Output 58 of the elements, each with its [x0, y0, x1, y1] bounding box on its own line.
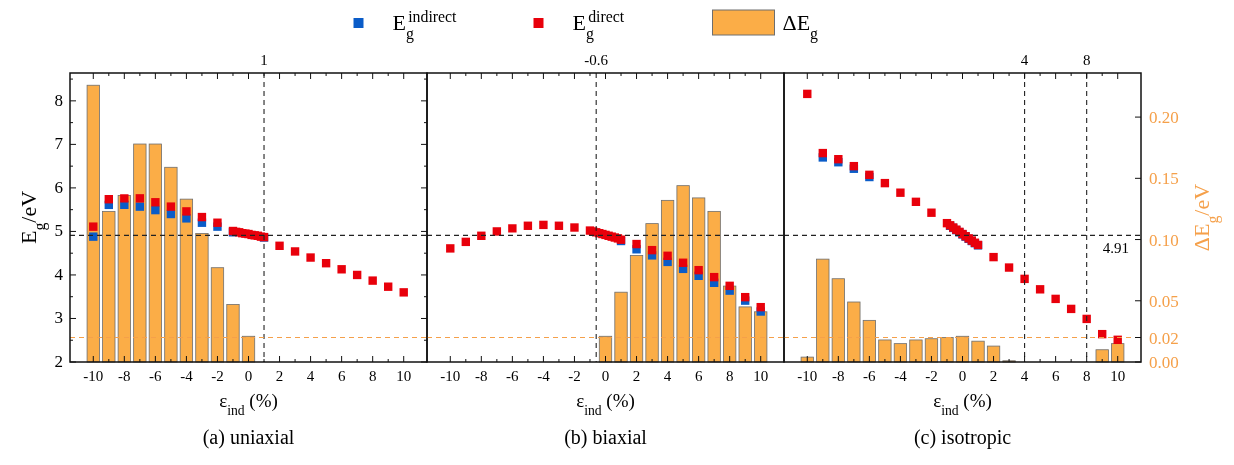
y2-tick-label: 0.10 [1149, 230, 1179, 250]
x-tick-label: -2 [925, 368, 938, 384]
legend-label: ΔE$_{g}$ [782, 10, 819, 43]
y2-tick-label: 0.05 [1149, 291, 1179, 311]
x-tick-label: 2 [632, 368, 641, 384]
y-tick-label: 8 [54, 90, 63, 110]
x-tick-label: -10 [83, 368, 104, 384]
x-tick-label: 10 [1110, 368, 1126, 384]
x-tick-label: 8 [368, 368, 377, 384]
ref-line-label: 4 [1020, 52, 1029, 68]
x-tick-label: -2 [568, 368, 581, 384]
y-tick-label: 6 [54, 177, 63, 197]
x-tick-label: -8 [118, 368, 131, 384]
y2-tick-label: 0.20 [1149, 108, 1179, 128]
x-tick-label: 2 [275, 368, 284, 384]
x-tick-label: -2 [211, 368, 224, 384]
text: (c) isotropic [913, 426, 1012, 449]
x-tick-label: 2 [989, 368, 998, 384]
x-axis-title: ε$_{ind}$ (%) [933, 390, 992, 418]
x-tick-label: -6 [863, 368, 877, 384]
x-tick-label: -8 [832, 368, 845, 384]
ref-line-label: -0.6 [584, 52, 609, 68]
y-tick-label: 4 [54, 264, 64, 284]
ref-line-label: 8 [1082, 52, 1091, 68]
text: (b) biaxial [564, 426, 648, 449]
x-tick-label: 0 [601, 368, 610, 384]
y-tick-label: 7 [54, 134, 64, 154]
x-tick-label: 10 [753, 368, 769, 384]
x-tick-label: 0 [958, 368, 967, 384]
x-tick-label: -10 [797, 368, 818, 384]
y2-tick-label: 0.15 [1149, 169, 1179, 189]
ref-line-label: 1 [260, 52, 268, 68]
x-tick-label: 4 [663, 368, 672, 384]
ref-line-label: 4.91 [1102, 240, 1129, 257]
x-tick-label: 8 [1082, 368, 1091, 384]
x-tick-label: 6 [1051, 368, 1060, 384]
y2-tick-label: 0.02 [1149, 328, 1179, 348]
x-tick-label: -10 [440, 368, 461, 384]
x-tick-label: -6 [149, 368, 163, 384]
x-tick-label: 4 [1020, 368, 1029, 384]
x-tick-label: 8 [725, 368, 734, 384]
x-tick-label: -8 [475, 368, 488, 384]
y2-tick-label: 0.00 [1149, 353, 1179, 372]
x-tick-label: 6 [337, 368, 346, 384]
y-tick-label: 5 [54, 221, 63, 241]
x-axis-title: ε$_{ind}$ (%) [576, 390, 635, 418]
y-tick-label: 2 [54, 352, 63, 371]
x-tick-label: 0 [244, 368, 253, 384]
x-tick-label: -4 [180, 368, 194, 384]
x-tick-label: -6 [506, 368, 520, 384]
x-tick-label: -4 [537, 368, 551, 384]
x-tick-label: 4 [306, 368, 315, 384]
x-tick-label: 10 [396, 368, 412, 384]
x-axis-title: ε$_{ind}$ (%) [219, 390, 278, 418]
text: (a) uniaxial [202, 426, 295, 449]
x-tick-label: 6 [694, 368, 703, 384]
y-tick-label: 3 [54, 308, 63, 328]
x-tick-label: -4 [894, 368, 908, 384]
